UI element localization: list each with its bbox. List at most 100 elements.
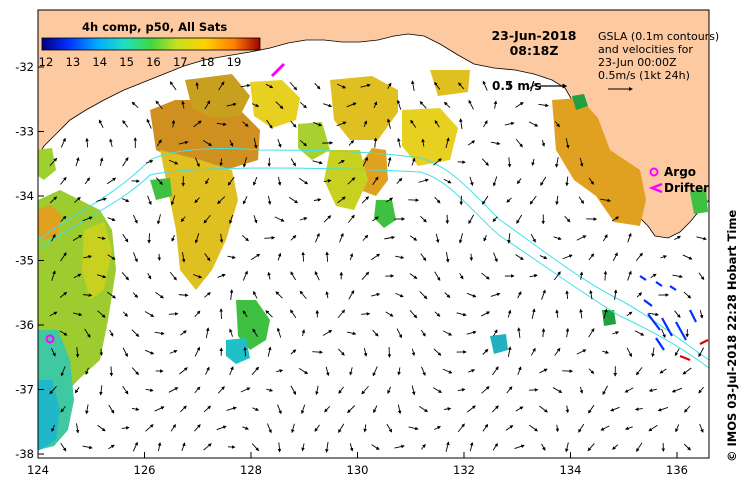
velocity-arrow bbox=[277, 176, 282, 186]
velocity-arrow bbox=[372, 176, 379, 186]
velocity-arrow bbox=[490, 292, 501, 297]
velocity-arrow bbox=[675, 424, 680, 433]
x-tick-label: 136 bbox=[666, 463, 688, 477]
velocity-arrow bbox=[338, 423, 345, 433]
velocity-arrow bbox=[541, 328, 546, 338]
velocity-arrow bbox=[266, 388, 274, 392]
velocity-arrow bbox=[370, 253, 381, 261]
velocity-arrow bbox=[289, 81, 298, 91]
velocity-arrow bbox=[229, 289, 234, 301]
velocity-arrow bbox=[531, 308, 536, 319]
velocity-arrow bbox=[194, 233, 200, 244]
velocity-arrow bbox=[251, 443, 260, 452]
velocity-arrow bbox=[265, 83, 274, 89]
velocity-arrow bbox=[674, 310, 681, 319]
velocity-arrow bbox=[180, 330, 187, 336]
velocity-arrow bbox=[204, 253, 211, 262]
velocity-arrow bbox=[99, 385, 103, 396]
velocity-arrow bbox=[312, 350, 324, 354]
velocity-arrow bbox=[298, 177, 309, 185]
velocity-arrow bbox=[565, 290, 569, 299]
velocity-arrow bbox=[529, 83, 538, 89]
velocity-arrow bbox=[552, 387, 563, 393]
velocity-arrow bbox=[467, 140, 476, 146]
velocity-arrow bbox=[49, 196, 58, 204]
velocity-arrow bbox=[539, 255, 548, 260]
velocity-arrow bbox=[603, 308, 608, 319]
velocity-arrow bbox=[243, 346, 247, 357]
velocity-arrow bbox=[168, 159, 179, 165]
velocity-arrow bbox=[218, 81, 225, 91]
velocity-arrow bbox=[276, 327, 282, 338]
velocity-arrow bbox=[565, 405, 570, 414]
velocity-arrow bbox=[385, 197, 394, 203]
velocity-arrow bbox=[372, 216, 379, 222]
velocity-arrow bbox=[349, 367, 353, 376]
velocity-arrow bbox=[636, 442, 643, 452]
velocity-arrow bbox=[219, 233, 224, 244]
velocity-arrow bbox=[72, 234, 83, 242]
velocity-arrow bbox=[515, 138, 523, 148]
velocity-arrow bbox=[325, 291, 329, 299]
velocity-arrow bbox=[696, 236, 707, 241]
velocity-arrow bbox=[347, 177, 356, 185]
velocity-arrow bbox=[386, 423, 393, 433]
velocity-arrow bbox=[635, 367, 643, 376]
velocity-arrow bbox=[178, 140, 189, 145]
velocity-arrow bbox=[266, 119, 273, 129]
velocity-arrow bbox=[301, 251, 305, 262]
velocity-arrow bbox=[242, 121, 249, 127]
drifter-legend-label: Drifter bbox=[664, 181, 709, 195]
velocity-arrow bbox=[433, 387, 443, 393]
velocity-arrow bbox=[121, 272, 129, 281]
velocity-arrow bbox=[229, 328, 233, 337]
colorbar-tick-label: 13 bbox=[66, 55, 81, 69]
velocity-arrow bbox=[648, 312, 659, 317]
velocity-arrow bbox=[419, 291, 428, 300]
x-tick-label: 126 bbox=[134, 463, 156, 477]
velocity-arrow bbox=[347, 405, 356, 414]
velocity-arrow bbox=[602, 350, 610, 354]
gsla-contours bbox=[38, 147, 709, 369]
velocity-arrow bbox=[481, 311, 491, 317]
velocity-arrow bbox=[373, 101, 378, 109]
velocity-arrow bbox=[337, 196, 346, 204]
velocity-arrow bbox=[492, 443, 498, 451]
velocity-arrow bbox=[516, 178, 522, 185]
velocity-arrow bbox=[276, 369, 284, 373]
velocity-arrow bbox=[434, 311, 441, 317]
velocity-arrow bbox=[325, 366, 330, 377]
velocity-arrow bbox=[205, 178, 210, 185]
y-tick-label: -36 bbox=[15, 318, 34, 332]
velocity-arrow bbox=[217, 273, 226, 278]
velocity-arrow bbox=[106, 177, 117, 185]
velocity-arrow bbox=[229, 214, 234, 224]
velocity-arrow bbox=[541, 139, 546, 147]
velocity-arrow bbox=[445, 137, 450, 148]
velocity-arrow bbox=[84, 328, 91, 338]
velocity-arrow bbox=[683, 291, 692, 299]
velocity-arrow bbox=[363, 347, 368, 357]
velocity-arrow bbox=[107, 217, 116, 222]
velocity-arrow bbox=[578, 423, 585, 433]
velocity-arrow bbox=[179, 367, 188, 375]
velocity-arrow bbox=[122, 385, 129, 395]
velocity-arrow bbox=[362, 234, 369, 241]
velocity-arrow bbox=[579, 271, 584, 280]
velocity-arrow bbox=[227, 176, 235, 186]
velocity-arrow bbox=[530, 347, 536, 356]
argo-float-marker bbox=[45, 334, 55, 344]
velocity-arrow bbox=[290, 235, 297, 241]
velocity-arrow bbox=[301, 443, 305, 452]
velocity-arrow bbox=[338, 348, 345, 356]
velocity-arrow bbox=[612, 444, 619, 450]
velocity-arrow bbox=[493, 252, 498, 263]
velocity-arrow bbox=[97, 424, 106, 432]
velocity-arrow bbox=[395, 255, 405, 260]
velocity-arrow bbox=[445, 441, 450, 452]
velocity-arrow bbox=[468, 369, 476, 373]
velocity-arrow bbox=[99, 348, 104, 357]
velocity-arrow bbox=[267, 271, 271, 280]
velocity-arrow bbox=[682, 254, 693, 260]
velocity-arrow bbox=[74, 196, 81, 203]
